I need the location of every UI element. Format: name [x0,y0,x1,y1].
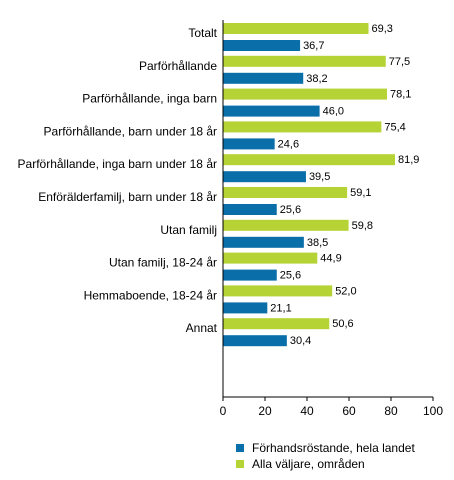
value-label-forhandsrostande: 21,1 [270,302,291,314]
value-label-forhandsrostande: 39,5 [309,171,330,183]
category-label: Parförhållande, inga barn [82,92,217,106]
bar-forhandsrostande [223,171,306,183]
bar-forhandsrostande [223,204,277,215]
x-tick-label: 0 [220,404,227,418]
legend: Förhandsröstande, hela landet Alla välja… [236,440,415,472]
legend-label-alla-valjare: Alla väljare, områden [252,457,365,471]
value-label-alla-valjare: 59,1 [350,187,371,199]
legend-item-forhandsrostande: Förhandsröstande, hela landet [236,440,415,456]
x-tick-label: 60 [342,404,356,418]
value-label-forhandsrostande: 24,6 [278,138,299,150]
bar-alla-valjare [223,219,349,231]
category-label: Parförhållande, inga barn under 18 år [18,157,217,171]
bar-alla-valjare [223,121,382,133]
category-label: Utan familj [160,223,217,237]
value-label-alla-valjare: 59,8 [352,220,373,232]
bar-forhandsrostande [223,138,275,150]
x-tick-label: 40 [300,404,314,418]
bar-forhandsrostande [223,302,268,314]
legend-swatch-alla-valjare [236,460,244,468]
bar-alla-valjare [223,252,318,264]
bar-forhandsrostande [223,40,301,51]
bar-forhandsrostande [223,236,304,248]
value-label-forhandsrostande: 30,4 [290,335,311,347]
value-label-forhandsrostande: 46,0 [323,106,344,118]
value-label-alla-valjare: 81,9 [398,154,419,166]
value-label-forhandsrostande: 36,7 [303,40,324,52]
category-label: Totalt [188,26,217,40]
category-label: Hemmaboende, 18-24 år [84,288,217,302]
bar-chart: 69,3 36,7 Totalt 77,5 38,2 Parförhållande 78,1… [18,20,443,418]
bar-alla-valjare [223,154,395,166]
bar-alla-valjare [223,55,386,67]
x-tick-label: 100 [423,404,443,418]
value-label-alla-valjare: 50,6 [332,318,353,330]
value-label-forhandsrostande: 25,6 [280,270,301,282]
value-label-alla-valjare: 75,4 [384,121,405,133]
category-label: Parförhållande [139,59,217,73]
value-label-alla-valjare: 44,9 [320,253,341,265]
bar-alla-valjare [223,88,388,100]
bar-forhandsrostande [223,269,277,281]
category-label: Annat [186,321,218,335]
category-label: Parförhållande, barn under 18 år [44,124,217,138]
bar-alla-valjare [223,23,369,34]
value-label-forhandsrostande: 38,5 [307,237,328,249]
bar-forhandsrostande [223,335,287,347]
bar-alla-valjare [223,187,348,198]
x-tick-label: 80 [384,404,398,418]
bar-forhandsrostande [223,72,304,84]
category-label: Utan familj, 18-24 år [109,256,217,270]
legend-item-alla-valjare: Alla väljare, områden [236,456,415,472]
value-label-alla-valjare: 69,3 [372,23,393,35]
value-label-alla-valjare: 77,5 [389,56,410,68]
category-label: Enförälderfamilj, barn under 18 år [38,190,217,204]
legend-label-forhandsrostande: Förhandsröstande, hela landet [252,441,415,455]
x-tick-label: 20 [258,404,272,418]
value-label-alla-valjare: 78,1 [390,89,411,101]
value-label-forhandsrostande: 25,6 [280,204,301,216]
value-label-forhandsrostande: 38,2 [306,73,327,85]
bar-forhandsrostande [223,105,320,117]
bar-alla-valjare [223,285,333,297]
legend-swatch-forhandsrostande [236,444,244,452]
value-label-alla-valjare: 52,0 [335,285,356,297]
bar-alla-valjare [223,318,330,330]
